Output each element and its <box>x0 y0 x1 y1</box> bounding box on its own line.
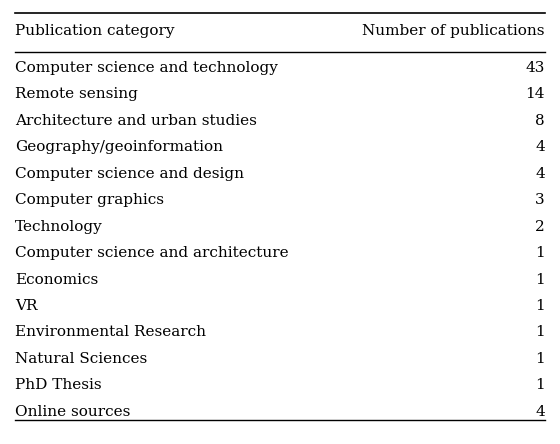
Text: 8: 8 <box>535 114 545 128</box>
Text: Architecture and urban studies: Architecture and urban studies <box>15 114 257 128</box>
Text: PhD Thesis: PhD Thesis <box>15 378 102 392</box>
Text: Geography/geoinformation: Geography/geoinformation <box>15 140 223 155</box>
Text: 1: 1 <box>535 299 545 313</box>
Text: Computer science and design: Computer science and design <box>15 167 244 181</box>
Text: 4: 4 <box>535 405 545 419</box>
Text: Environmental Research: Environmental Research <box>15 325 206 340</box>
Text: 3: 3 <box>535 193 545 207</box>
Text: 43: 43 <box>525 61 545 75</box>
Text: 1: 1 <box>535 273 545 286</box>
Text: 1: 1 <box>535 378 545 392</box>
Text: 2: 2 <box>535 220 545 234</box>
Text: 1: 1 <box>535 325 545 340</box>
Text: Number of publications: Number of publications <box>362 24 545 38</box>
Text: Publication category: Publication category <box>15 24 175 38</box>
Text: 14: 14 <box>525 87 545 101</box>
Text: Economics: Economics <box>15 273 99 286</box>
Text: Online sources: Online sources <box>15 405 130 419</box>
Text: VR: VR <box>15 299 38 313</box>
Text: 4: 4 <box>535 140 545 155</box>
Text: Remote sensing: Remote sensing <box>15 87 138 101</box>
Text: Computer science and technology: Computer science and technology <box>15 61 278 75</box>
Text: 4: 4 <box>535 167 545 181</box>
Text: 1: 1 <box>535 246 545 260</box>
Text: Computer graphics: Computer graphics <box>15 193 164 207</box>
Text: Natural Sciences: Natural Sciences <box>15 352 147 366</box>
Text: Computer science and architecture: Computer science and architecture <box>15 246 289 260</box>
Text: 1: 1 <box>535 352 545 366</box>
Text: Technology: Technology <box>15 220 103 234</box>
